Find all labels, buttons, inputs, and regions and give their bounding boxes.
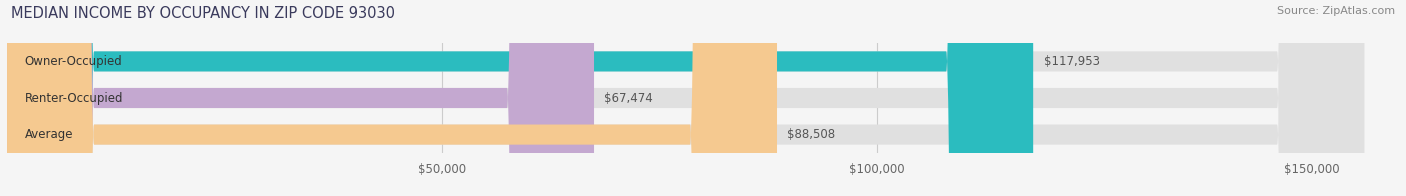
FancyBboxPatch shape: [7, 0, 1364, 196]
FancyBboxPatch shape: [7, 0, 593, 196]
Text: MEDIAN INCOME BY OCCUPANCY IN ZIP CODE 93030: MEDIAN INCOME BY OCCUPANCY IN ZIP CODE 9…: [11, 6, 395, 21]
Text: $67,474: $67,474: [605, 92, 654, 104]
Text: Source: ZipAtlas.com: Source: ZipAtlas.com: [1277, 6, 1395, 16]
Text: $117,953: $117,953: [1043, 55, 1099, 68]
FancyBboxPatch shape: [7, 0, 1033, 196]
FancyBboxPatch shape: [7, 0, 1364, 196]
FancyBboxPatch shape: [7, 0, 1364, 196]
Text: $88,508: $88,508: [787, 128, 835, 141]
FancyBboxPatch shape: [7, 0, 778, 196]
Text: Average: Average: [24, 128, 73, 141]
Text: Renter-Occupied: Renter-Occupied: [24, 92, 122, 104]
Text: Owner-Occupied: Owner-Occupied: [24, 55, 122, 68]
